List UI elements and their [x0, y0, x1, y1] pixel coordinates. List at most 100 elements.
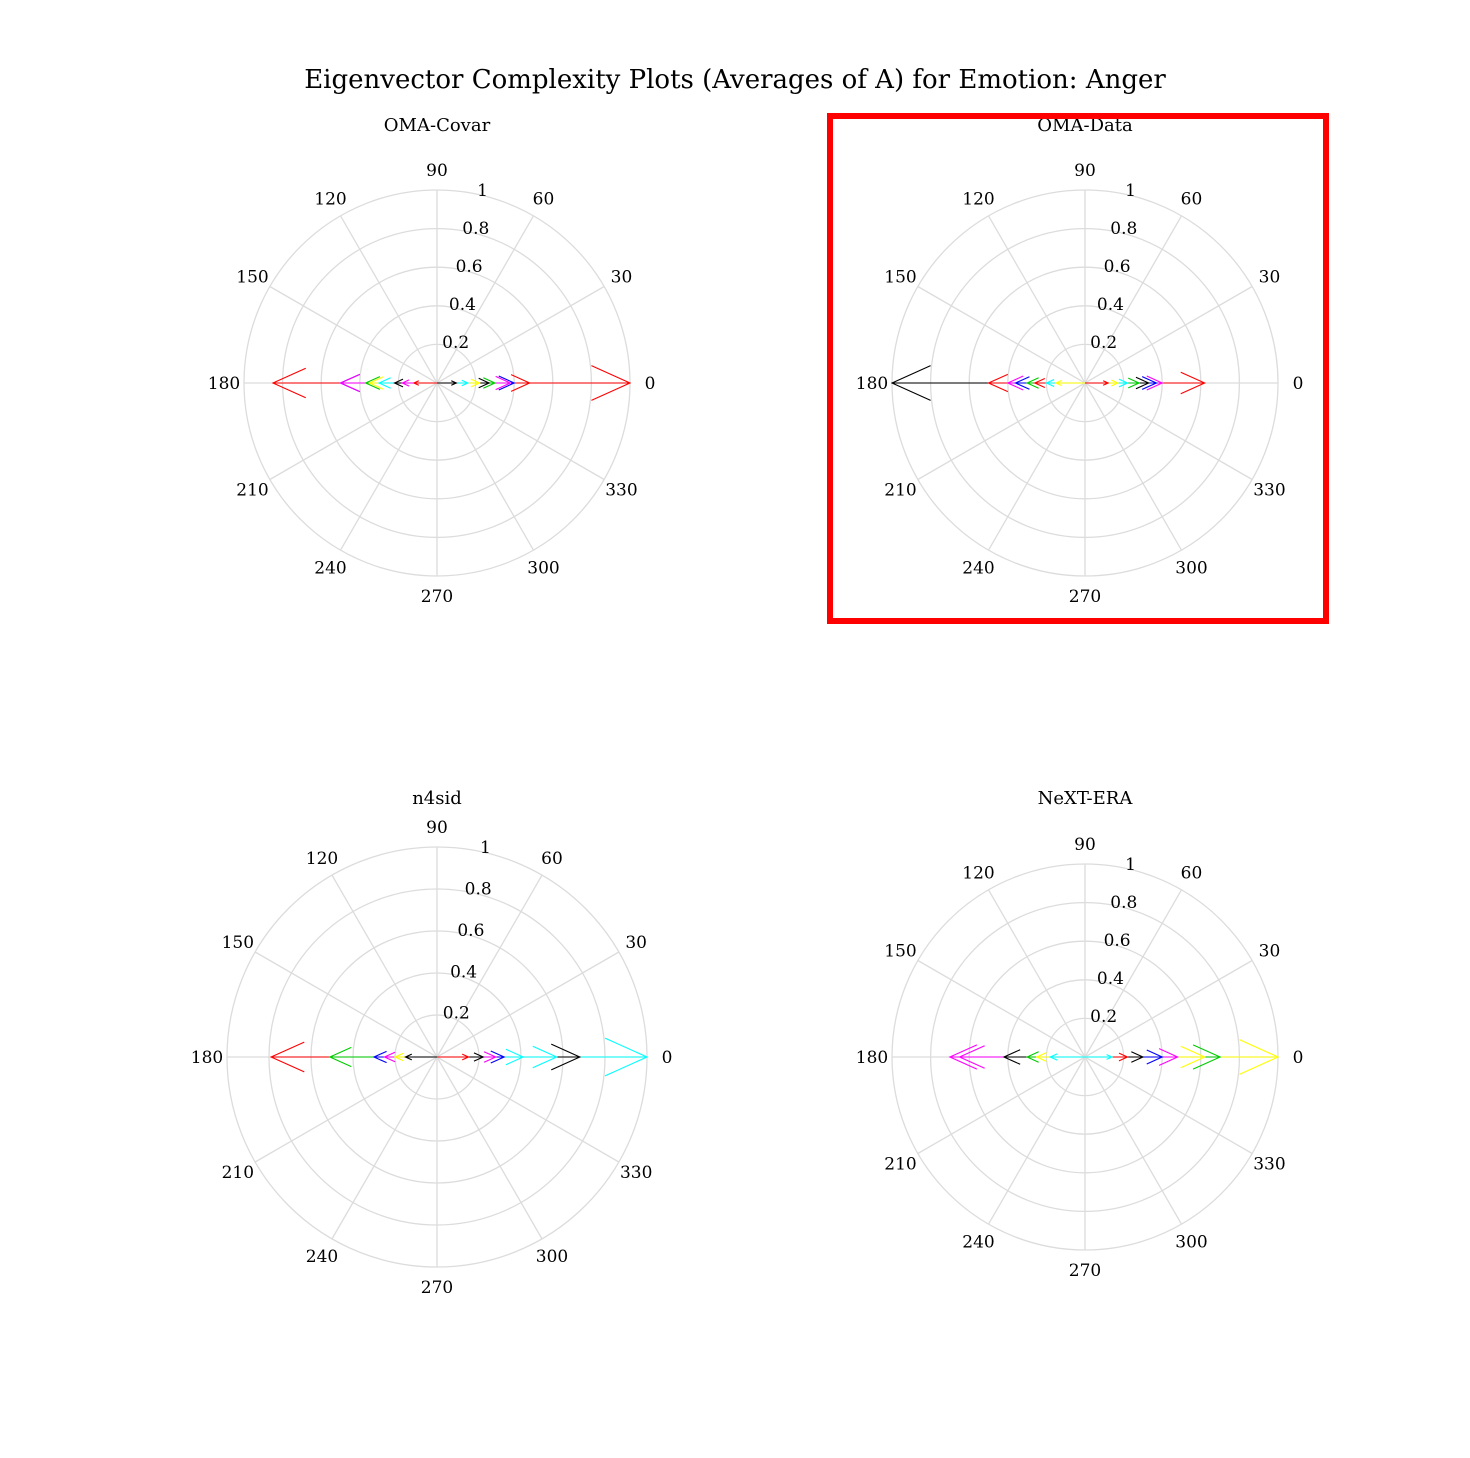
chart-oma-data-vector-3-head — [1014, 376, 1030, 390]
chart-oma-covar-angle-label-0: 0 — [645, 374, 656, 394]
chart-oma-data-angle-label-330: 330 — [1253, 481, 1285, 501]
chart-oma-covar-vector-13-head — [483, 377, 497, 389]
figure-title: Eigenvector Complexity Plots (Averages o… — [304, 65, 1166, 95]
chart-oma-covar-angle-label-330: 330 — [605, 481, 637, 501]
chart-oma-covar-angle-label-240: 240 — [314, 558, 346, 578]
chart-oma-data-spoke-60 — [1084, 215, 1183, 384]
chart-n4sid-radius-label-1: 1 — [480, 838, 491, 858]
chart-n4sid-vector-1-head — [551, 1043, 582, 1071]
chart-next-era-vector-2-head — [1180, 1045, 1207, 1069]
chart-oma-covar-radius-label-0-4: 0.4 — [449, 295, 476, 315]
chart-oma-covar-spoke-60 — [436, 215, 535, 384]
chart-oma-covar-spoke-120 — [339, 215, 438, 384]
chart-oma-data-vector-14-head — [1111, 379, 1120, 387]
chart-n4sid-angle-label-330: 330 — [620, 1163, 652, 1183]
chart-oma-data-vector-8-head — [1180, 371, 1207, 395]
chart-next-era-spoke-330 — [1084, 1056, 1253, 1155]
chart-oma-data-title: OMA-Data — [1037, 115, 1133, 136]
chart-oma-covar-radius-label-0-6: 0.6 — [456, 257, 483, 277]
chart-next-era-radius-label-0-2: 0.2 — [1090, 1007, 1117, 1027]
chart-n4sid-radius-label-0-8: 0.8 — [465, 880, 492, 900]
chart-oma-covar-vector-5-head — [368, 376, 384, 390]
chart-n4sid-radius-label-0-6: 0.6 — [457, 921, 484, 941]
chart-n4sid-radius-label-0-4: 0.4 — [450, 962, 477, 982]
chart-next-era-spoke-120 — [987, 889, 1086, 1058]
chart-oma-covar-vector-6-head — [377, 377, 391, 389]
chart-oma-data-vector-7-head — [1054, 379, 1063, 387]
chart-n4sid-spoke-30 — [436, 951, 620, 1058]
chart-n4sid-vector-13 — [404, 1053, 437, 1061]
chart-oma-covar-vector-8-head — [400, 379, 410, 387]
chart-oma-data-radius-label-0-4: 0.4 — [1097, 295, 1124, 315]
chart-oma-data-spoke-30 — [1084, 285, 1253, 384]
chart-oma-covar-angle-label-180: 180 — [208, 374, 240, 394]
chart-next-era-spoke-240 — [987, 1056, 1086, 1225]
chart-oma-data-angle-label-0: 0 — [1293, 374, 1304, 394]
chart-oma-data-vector-4-head — [1025, 377, 1039, 389]
chart-oma-data-vector-0-head — [890, 365, 931, 401]
chart-oma-covar-vector-16-head — [461, 379, 470, 387]
chart-oma-covar-angle-label-120: 120 — [314, 190, 346, 210]
chart-next-era-angle-label-60: 60 — [1181, 864, 1203, 884]
chart-oma-data-radius-label-0-2: 0.2 — [1090, 333, 1117, 353]
chart-oma-covar-spoke-330 — [436, 382, 605, 481]
chart-oma-covar-spoke-210 — [269, 382, 438, 481]
chart-n4sid-vector-0-head — [604, 1037, 649, 1077]
chart-n4sid-vector-4-head — [490, 1050, 506, 1064]
chart-n4sid-vector-8-head — [269, 1041, 305, 1073]
chart-n4sid-vector-5-head — [483, 1051, 498, 1063]
chart-next-era-vector-11-head — [1025, 1051, 1039, 1063]
chart-oma-covar: OMA-Covar 0 30 60 90 120 150 180 210 240 270 300 330… — [208, 115, 656, 607]
chart-oma-data-angle-label-150: 150 — [884, 268, 916, 288]
chart-oma-data-angle-label-300: 300 — [1175, 558, 1207, 578]
chart-oma-covar-spoke-240 — [339, 382, 438, 551]
chart-n4sid-angle-label-300: 300 — [536, 1247, 568, 1267]
chart-n4sid-angle-label-30: 30 — [625, 933, 647, 953]
chart-oma-data-angle-label-120: 120 — [962, 190, 994, 210]
chart-n4sid-vector-12-head — [393, 1052, 404, 1062]
chart-next-era-vector-6-head — [1118, 1052, 1129, 1062]
chart-oma-covar-radius-label-0-2: 0.2 — [442, 333, 469, 353]
chart-n4sid-vector-7 — [437, 1053, 470, 1061]
chart-oma-data-vector-15 — [1085, 380, 1110, 386]
chart-oma-data-vector-5-head — [1033, 377, 1046, 389]
chart-oma-covar-angle-label-60: 60 — [533, 190, 555, 210]
chart-oma-data-radius-label-1: 1 — [1125, 181, 1136, 201]
chart-oma-data-angle-label-270: 270 — [1069, 587, 1101, 607]
chart-n4sid-spoke-330 — [436, 1056, 620, 1163]
chart-oma-data-radius-label-0-8: 0.8 — [1110, 219, 1137, 239]
chart-next-era-vector-1-head — [1192, 1044, 1222, 1070]
chart-next-era-angle-label-210: 210 — [884, 1155, 916, 1175]
chart-oma-data-angle-label-60: 60 — [1181, 190, 1203, 210]
chart-oma-covar-vector-9 — [412, 380, 437, 386]
chart-next-era-radius-label-0-6: 0.6 — [1104, 931, 1131, 951]
chart-oma-covar-angle-label-300: 300 — [527, 558, 559, 578]
chart-next-era-spoke-150 — [917, 959, 1086, 1058]
chart-next-era-vector-3-head — [1158, 1048, 1179, 1066]
chart-n4sid-vector-6-head — [473, 1052, 485, 1062]
chart-oma-data-spoke-240 — [987, 382, 1086, 551]
chart-next-era-spoke-210 — [917, 1056, 1086, 1155]
chart-oma-data-spoke-150 — [917, 285, 1086, 384]
chart-n4sid-angle-label-210: 210 — [222, 1163, 254, 1183]
chart-oma-data-angle-label-180: 180 — [856, 374, 888, 394]
chart-n4sid-angle-label-240: 240 — [306, 1247, 338, 1267]
chart-next-era-angle-label-150: 150 — [884, 942, 916, 962]
chart-oma-covar-vector-15-head — [470, 378, 481, 388]
chart-n4sid-vector-3-head — [505, 1048, 525, 1066]
chart-n4sid-spoke-60 — [436, 874, 543, 1058]
chart-next-era-angle-label-300: 300 — [1175, 1232, 1207, 1252]
chart-oma-covar-vector-1-head — [271, 367, 306, 399]
chart-next-era-spoke-30 — [1084, 959, 1253, 1058]
chart-oma-data-spoke-210 — [917, 382, 1086, 481]
chart-next-era-angle-label-330: 330 — [1253, 1155, 1285, 1175]
chart-next-era-vector-5-head — [1131, 1051, 1145, 1063]
chart-oma-data: OMA-Data 0 30 60 90 120 150 180 210 240 270 300 330 0… — [827, 113, 1329, 624]
chart-oma-covar-vector-17 — [437, 380, 458, 386]
chart-next-era-vector-10-head — [1002, 1049, 1021, 1065]
chart-oma-covar-vector-7-head — [393, 378, 404, 388]
chart-oma-covar-radius-label-1: 1 — [477, 181, 488, 201]
chart-n4sid-vector-10-head — [372, 1050, 387, 1064]
chart-oma-data-spoke-330 — [1084, 382, 1253, 481]
chart-oma-covar-vector-14-head — [478, 377, 491, 389]
